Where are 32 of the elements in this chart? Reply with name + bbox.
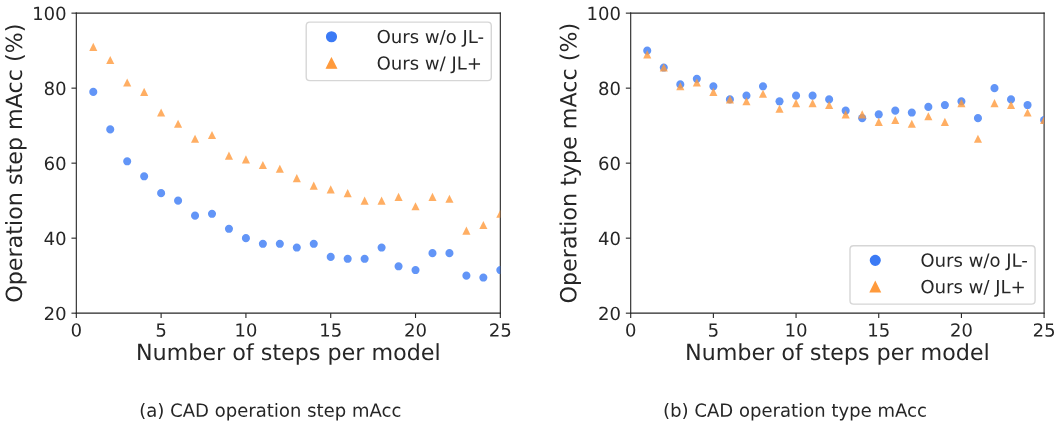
x-tick-label: 20 <box>951 323 972 337</box>
legend-label: Ours w/o JL- <box>377 29 484 47</box>
y-axis-title: Operation step mAcc (%) <box>5 25 27 302</box>
x-axis-title: Number of steps per model <box>687 343 988 365</box>
x-tick-label: 25 <box>490 323 511 337</box>
y-tick-label: 40 <box>44 231 66 246</box>
x-tick-label: 15 <box>321 323 341 337</box>
x-tick-label: 10 <box>786 323 807 337</box>
text: (a) CAD operation step mAcc <box>140 403 401 421</box>
y-tick-label: 80 <box>44 81 66 96</box>
legend-label: Ours w/ JL+ <box>377 56 481 74</box>
x-tick-label: 10 <box>236 323 257 337</box>
x-tick-label: 20 <box>405 323 426 337</box>
x-tick-label: 5 <box>709 323 718 337</box>
y-axis-title: Operation type mAcc (%) <box>559 24 581 303</box>
x-tick-label: 0 <box>71 323 81 337</box>
legend-label: Ours w/o JL- <box>921 253 1027 271</box>
y-tick-label: 60 <box>599 156 620 171</box>
y-tick-label: 80 <box>599 81 620 96</box>
y-tick-label: 20 <box>44 306 66 321</box>
x-tick-label: 0 <box>626 323 636 337</box>
y-tick-label: 40 <box>598 231 620 246</box>
y-tick-label: 100 <box>34 6 66 21</box>
x-axis-title: Number of steps per model <box>138 343 439 365</box>
x-tick-label: 15 <box>869 323 889 337</box>
y-tick-label: 100 <box>588 6 620 21</box>
x-tick-label: 5 <box>156 323 166 337</box>
y-tick-label: 20 <box>599 306 620 321</box>
text: (b) CAD operation type mAcc <box>664 403 926 421</box>
legend-label: Ours w/ JL+ <box>921 279 1024 297</box>
x-tick-label: 25 <box>1033 323 1055 337</box>
y-tick-label: 60 <box>44 156 66 171</box>
